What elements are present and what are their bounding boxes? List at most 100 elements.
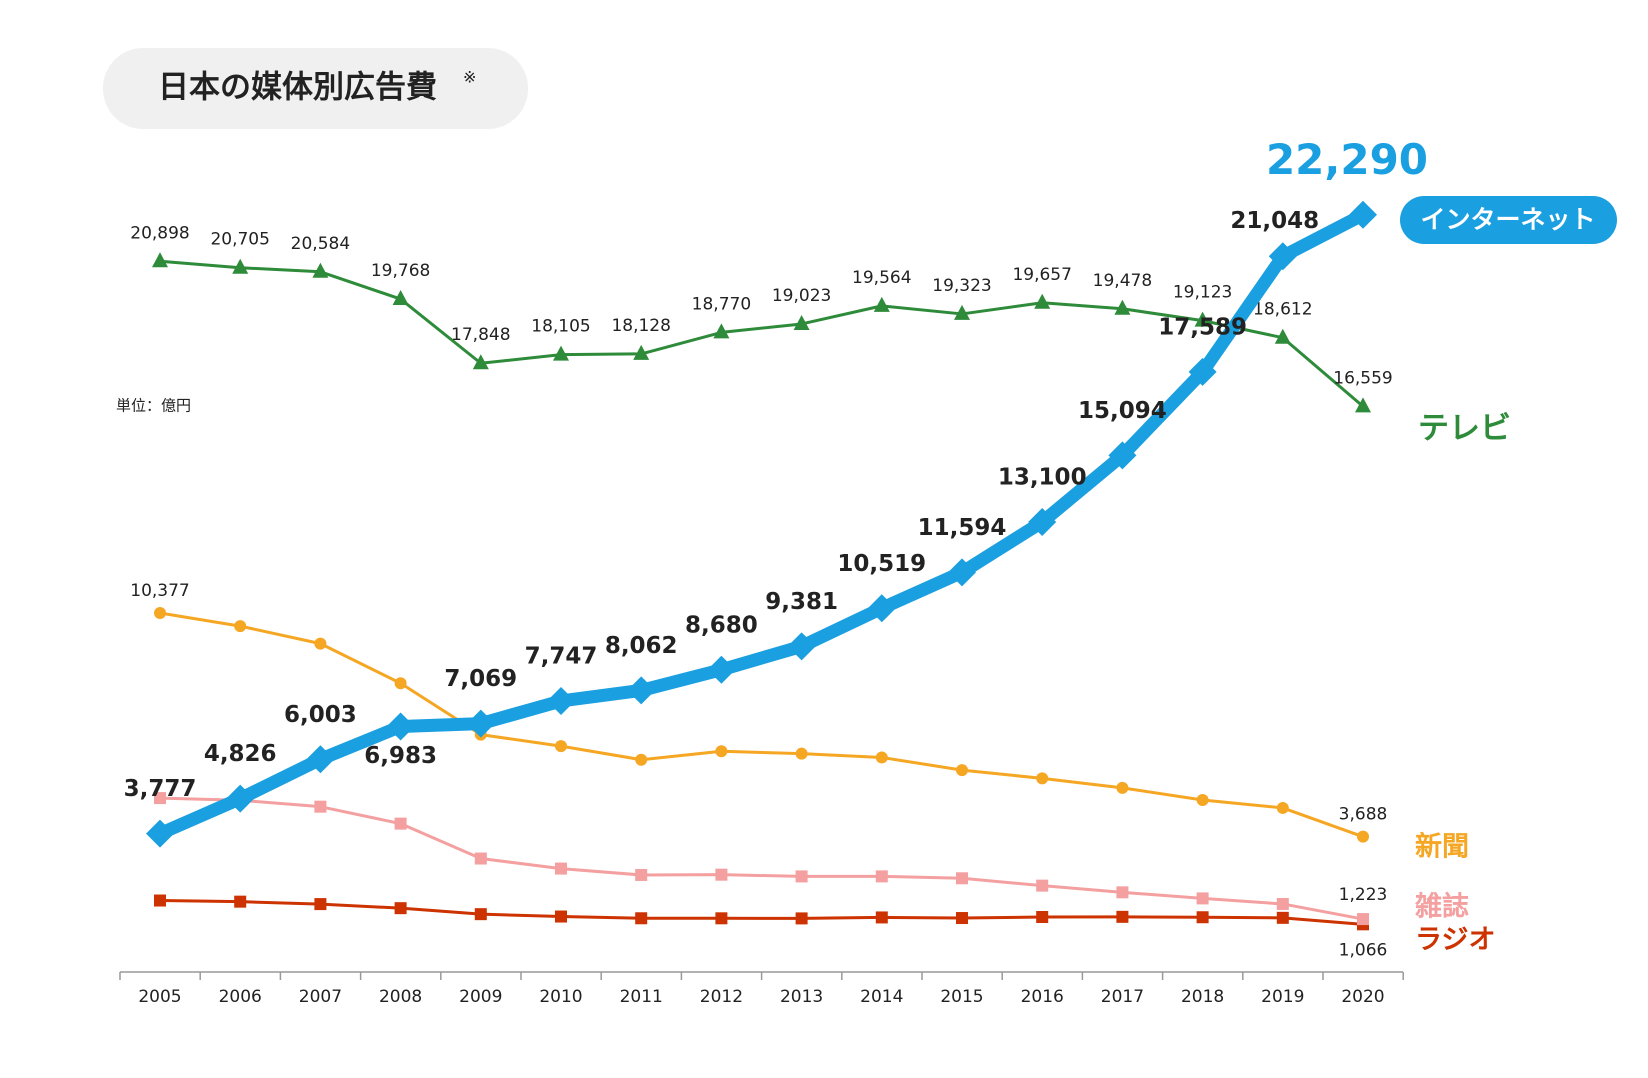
series-line xyxy=(159,611,1364,839)
x-tick-label: 2020 xyxy=(1341,987,1384,1007)
value-label: 18,612 xyxy=(1253,300,1312,320)
x-tick-label: 2010 xyxy=(539,987,582,1007)
legend-label: ラジオ xyxy=(1415,925,1495,956)
value-label: 17,589 xyxy=(1158,314,1247,340)
marker xyxy=(1034,293,1051,309)
value-label: 7,747 xyxy=(525,643,598,669)
legend-label: 新聞 xyxy=(1415,831,1469,863)
marker xyxy=(555,910,567,923)
x-tick-label: 2005 xyxy=(138,987,181,1007)
marker xyxy=(547,686,575,715)
marker xyxy=(553,345,569,361)
marker xyxy=(152,252,168,268)
legend-label: テレビ xyxy=(1418,411,1511,447)
marker xyxy=(635,868,648,881)
value-label: 18,105 xyxy=(531,317,590,337)
series-line xyxy=(157,208,1366,840)
marker xyxy=(1108,441,1137,470)
value-label: 22,290 xyxy=(1266,135,1428,184)
marker xyxy=(1274,328,1291,344)
value-label: 21,048 xyxy=(1230,208,1319,234)
marker xyxy=(1194,311,1211,327)
marker xyxy=(314,898,327,911)
marker xyxy=(707,655,736,684)
marker xyxy=(1349,200,1377,229)
value-label: 19,123 xyxy=(1173,283,1232,303)
series-line xyxy=(159,259,1364,408)
x-tick-label: 2012 xyxy=(700,987,743,1007)
x-tick-label: 2009 xyxy=(459,987,502,1007)
marker xyxy=(394,902,407,915)
marker xyxy=(472,354,489,370)
x-tick-label: 2006 xyxy=(219,987,262,1007)
value-label: 4,826 xyxy=(204,741,277,767)
marker xyxy=(232,258,249,274)
value-label: 6,983 xyxy=(364,743,437,769)
value-label: 6,003 xyxy=(284,702,357,728)
marker xyxy=(867,594,896,623)
marker xyxy=(1276,897,1289,910)
value-label: 17,848 xyxy=(451,325,510,345)
marker xyxy=(635,753,648,766)
x-tick-label: 2014 xyxy=(860,987,903,1007)
value-label: 19,564 xyxy=(852,268,911,288)
marker xyxy=(633,344,650,360)
marker xyxy=(312,262,329,278)
marker xyxy=(956,912,968,925)
marker xyxy=(555,740,567,753)
value-label: 9,381 xyxy=(765,589,838,615)
marker xyxy=(1036,772,1049,785)
marker xyxy=(1196,911,1209,924)
marker xyxy=(314,800,327,813)
marker xyxy=(795,870,808,883)
marker xyxy=(715,745,728,758)
marker xyxy=(1357,830,1369,843)
marker xyxy=(1116,781,1129,794)
marker xyxy=(793,314,810,330)
marker xyxy=(1036,911,1049,924)
value-label: 15,094 xyxy=(1078,398,1167,424)
value-label: 20,584 xyxy=(291,234,350,254)
value-label: 8,680 xyxy=(685,612,758,638)
value-label: 1,223 xyxy=(1339,885,1388,905)
value-label: 13,100 xyxy=(998,464,1087,490)
marker xyxy=(1036,879,1049,892)
marker xyxy=(1116,886,1129,899)
marker xyxy=(795,912,808,925)
marker xyxy=(474,852,487,865)
value-label: 20,705 xyxy=(210,230,269,250)
x-tick-label: 2019 xyxy=(1261,987,1304,1007)
marker xyxy=(787,632,816,661)
marker xyxy=(154,607,166,620)
legend-pill xyxy=(1400,196,1617,244)
value-label: 3,777 xyxy=(124,776,197,802)
marker xyxy=(875,870,888,883)
marker xyxy=(1276,911,1289,924)
marker xyxy=(873,296,890,312)
x-tick-label: 2007 xyxy=(299,987,342,1007)
marker xyxy=(715,912,728,925)
title-note: ※ xyxy=(463,68,476,87)
marker xyxy=(627,676,656,705)
marker xyxy=(154,894,166,907)
unit-label: 単位：億円 xyxy=(116,397,191,415)
marker xyxy=(226,784,255,813)
marker xyxy=(956,764,968,777)
chart-title: 日本の媒体別広告費 xyxy=(158,70,437,106)
x-tick-label: 2017 xyxy=(1101,987,1144,1007)
x-tick-label: 2008 xyxy=(379,987,422,1007)
value-label: 8,062 xyxy=(605,633,678,659)
value-label: 10,519 xyxy=(837,551,926,577)
value-label: 3,688 xyxy=(1339,805,1388,825)
marker xyxy=(1114,299,1131,315)
marker xyxy=(1188,357,1217,386)
marker xyxy=(948,558,976,587)
marker xyxy=(713,323,730,339)
x-tick-label: 2013 xyxy=(780,987,823,1007)
marker xyxy=(1196,794,1209,807)
value-label: 18,128 xyxy=(611,316,670,336)
series-line xyxy=(159,796,1364,921)
value-label: 19,323 xyxy=(932,276,991,296)
value-label: 1,066 xyxy=(1339,940,1388,960)
